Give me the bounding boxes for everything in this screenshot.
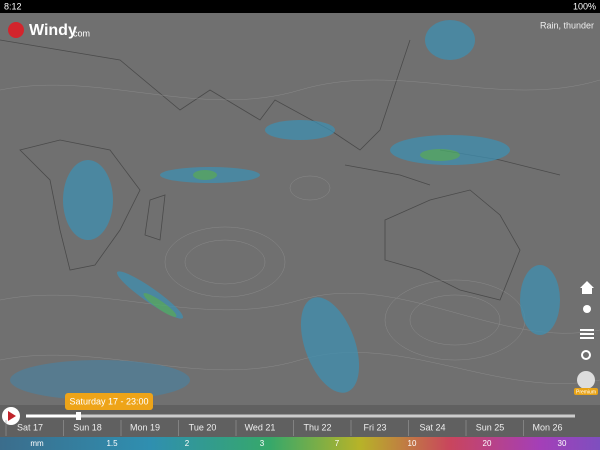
menu-button-line (580, 333, 594, 335)
legend-unit: mm (30, 439, 44, 448)
legend-value: 20 (483, 439, 492, 448)
status-bar (0, 0, 600, 13)
day-label: Fri 23 (363, 422, 386, 432)
menu-button-line (580, 337, 594, 339)
menu-button[interactable] (580, 329, 594, 331)
legend-bar (0, 437, 600, 450)
day-label: Sat 17 (17, 422, 43, 432)
layer-label[interactable]: Rain, thunder (540, 20, 594, 30)
side-menu (577, 281, 595, 389)
legend-value: 7 (335, 439, 340, 448)
day-label: Thu 22 (303, 422, 331, 432)
time-tooltip-text: Saturday 17 - 23:00 (69, 396, 148, 406)
logo-suffix: com (73, 28, 90, 38)
time-tooltip (65, 393, 153, 410)
timeline-bar (0, 405, 600, 437)
legend-value: 2 (185, 439, 190, 448)
wind-streamlines (0, 79, 600, 384)
day-label: Tue 20 (189, 422, 217, 432)
legend-value: 3 (260, 439, 265, 448)
legend-value: 30 (558, 439, 567, 448)
timeline-handle[interactable] (76, 412, 81, 420)
legend-value: 1.5 (106, 439, 118, 448)
day-label: Mon 19 (130, 422, 160, 432)
day-label: Wed 21 (245, 422, 276, 432)
home-button[interactable] (580, 281, 594, 294)
day-label: Sat 24 (419, 422, 445, 432)
day-labels: Sat 17 Sun 18 Mon 19 Tue 20 Wed 21 Thu 22 Fri … (5, 420, 563, 436)
search-button[interactable] (581, 350, 591, 360)
play-icon (8, 411, 16, 421)
premium-label: Premium (576, 389, 596, 395)
day-label: Sun 18 (73, 422, 102, 432)
pin-button[interactable] (583, 305, 591, 313)
avatar[interactable] (577, 371, 595, 389)
logo[interactable]: Windy (29, 22, 77, 39)
day-label: Mon 26 (532, 422, 562, 432)
coastlines (0, 39, 561, 301)
legend-value: 10 (408, 439, 417, 448)
status-time: 8:12 (4, 1, 22, 11)
logo-icon[interactable] (8, 22, 24, 38)
status-battery: 100% (573, 1, 596, 11)
premium-badge (574, 388, 598, 395)
precipitation (10, 20, 560, 400)
day-label: Sun 25 (476, 422, 505, 432)
legend: mm 1.5 2 3 7 10 20 30 (30, 439, 567, 448)
